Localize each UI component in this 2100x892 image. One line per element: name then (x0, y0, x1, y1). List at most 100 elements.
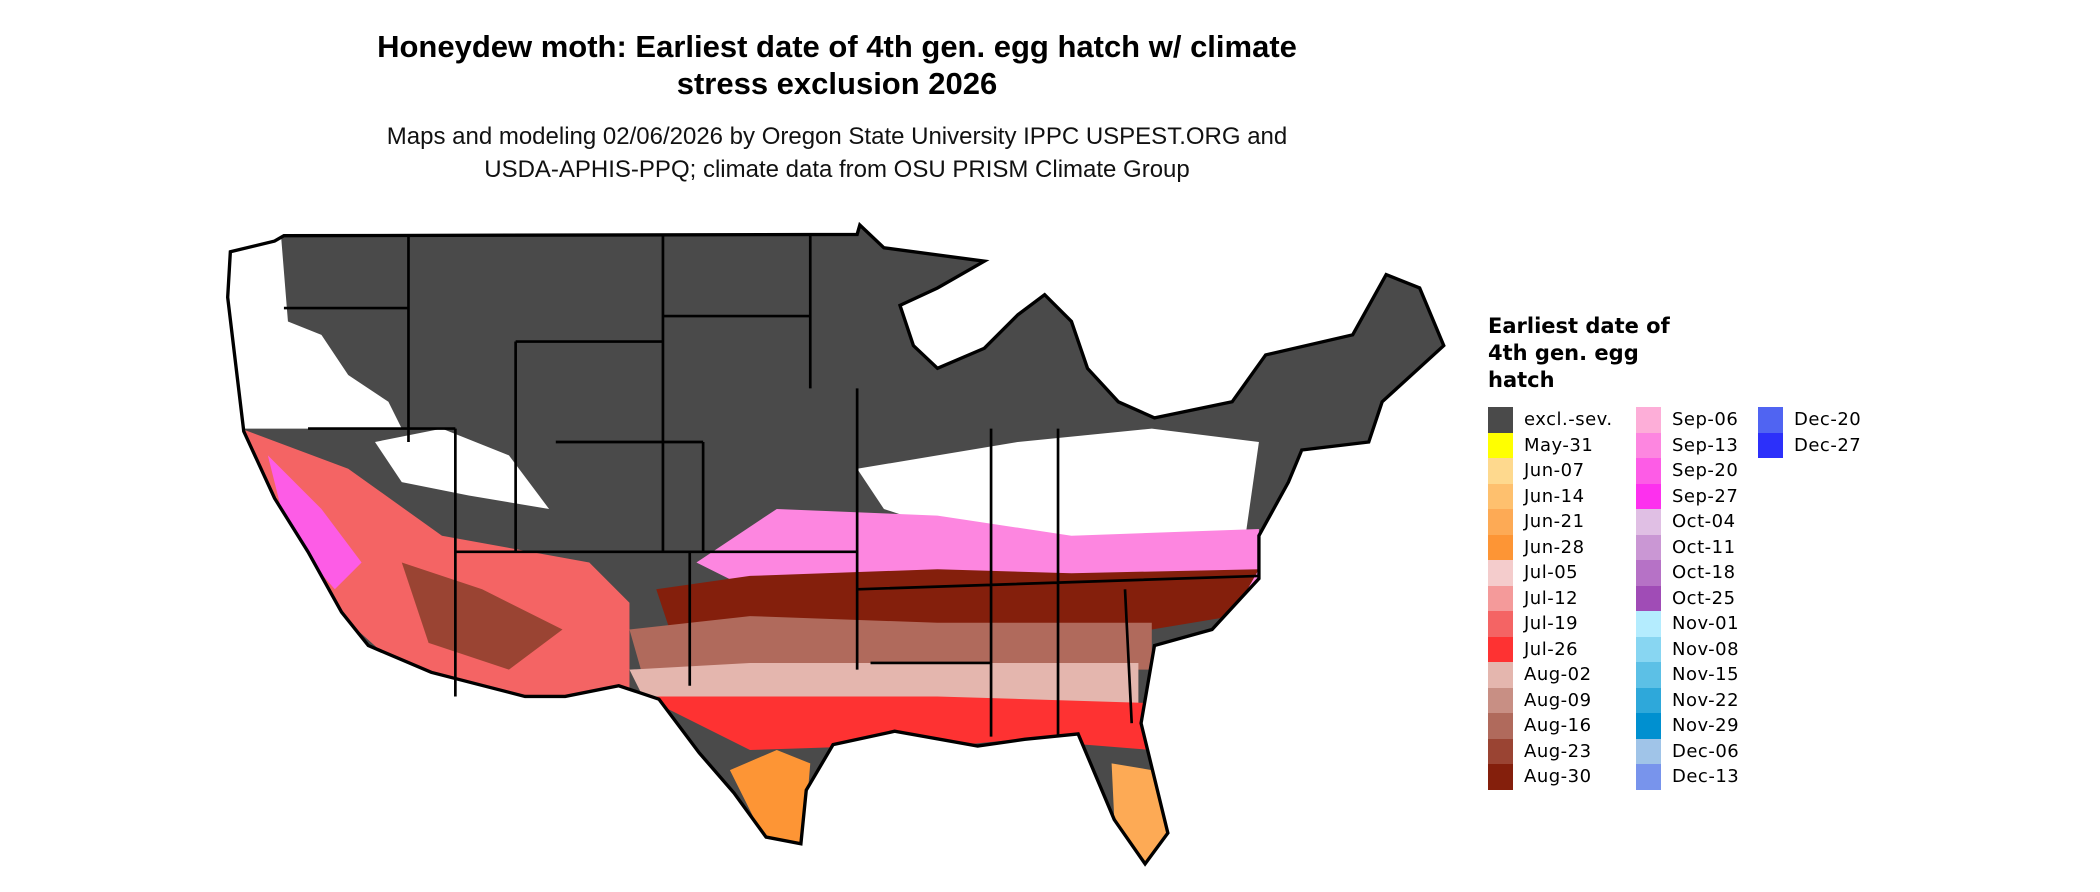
legend-swatch (1636, 585, 1661, 611)
legend-swatch (1636, 636, 1661, 662)
legend-swatch (1636, 483, 1661, 509)
legend-swatch (1636, 662, 1661, 688)
legend-swatch (1636, 509, 1661, 535)
legend-label: Aug-02 (1524, 664, 1592, 686)
legend-item: Sep-06 (1636, 407, 1738, 433)
legend-swatch (1636, 713, 1661, 739)
legend-label: Sep-13 (1672, 434, 1739, 456)
legend-item: Sep-20 (1636, 458, 1738, 484)
legend-label: Jul-05 (1524, 562, 1579, 584)
legend-swatch (1488, 764, 1513, 790)
legend-label: Nov-08 (1672, 638, 1740, 660)
legend: Earliest date of 4th gen. egg hatch excl… (1488, 313, 1861, 790)
legend-item: Aug-16 (1488, 713, 1592, 739)
legend-title: Earliest date of 4th gen. egg hatch (1488, 314, 1670, 392)
legend-item: Aug-09 (1488, 687, 1592, 713)
legend-swatch (1758, 407, 1783, 433)
legend-label: Oct-11 (1672, 536, 1736, 558)
legend-swatch (1636, 534, 1661, 560)
legend-swatch (1636, 560, 1661, 586)
legend-swatch (1636, 407, 1661, 433)
legend-item: Nov-15 (1636, 662, 1739, 688)
legend-swatch (1636, 687, 1661, 713)
legend-label: excl.-sev. (1524, 409, 1613, 431)
legend-item: Nov-29 (1636, 713, 1739, 739)
legend-swatch (1488, 687, 1513, 713)
legend-swatch (1488, 483, 1513, 509)
legend-item: Oct-25 (1636, 585, 1736, 611)
legend-label: May-31 (1524, 434, 1594, 456)
title-line-1: Honeydew moth: Earliest date of 4th gen.… (377, 29, 1297, 64)
legend-swatch (1488, 458, 1513, 484)
legend-label: Sep-27 (1672, 485, 1739, 507)
legend-label: Dec-20 (1794, 409, 1862, 431)
legend-item: Jul-19 (1488, 611, 1578, 637)
legend-swatch (1636, 611, 1661, 637)
legend-label: Nov-29 (1672, 715, 1740, 737)
legend-item: Jun-21 (1488, 509, 1585, 535)
legend-label: Aug-23 (1524, 740, 1592, 762)
legend-item: Dec-13 (1636, 764, 1739, 790)
legend-swatch (1488, 636, 1513, 662)
legend-swatch (1636, 458, 1661, 484)
legend-item: Sep-27 (1636, 483, 1739, 509)
legend-label: Dec-06 (1672, 740, 1740, 762)
legend-item: Oct-11 (1636, 534, 1736, 560)
legend-swatch (1488, 509, 1513, 535)
legend-swatch (1488, 534, 1513, 560)
map-subtitle: Maps and modeling 02/06/2026 by Oregon S… (0, 120, 1674, 186)
legend-label: Jun-21 (1524, 511, 1585, 533)
legend-label: Sep-20 (1672, 460, 1739, 482)
legend-item: Jul-12 (1488, 585, 1579, 611)
legend-label: Aug-16 (1524, 715, 1592, 737)
legend-label: Oct-18 (1672, 562, 1736, 584)
legend-swatch (1488, 432, 1513, 458)
legend-swatch (1636, 738, 1661, 764)
legend-label: Aug-09 (1524, 689, 1592, 711)
legend-item: Jun-14 (1488, 483, 1585, 509)
legend-swatch (1636, 764, 1661, 790)
legend-swatch (1636, 432, 1661, 458)
legend-item: Dec-20 (1758, 407, 1861, 433)
legend-label: Jul-12 (1524, 587, 1579, 609)
subtitle-line-2: USDA-APHIS-PPQ; climate data from OSU PR… (484, 156, 1190, 183)
legend-item: excl.-sev. (1488, 407, 1613, 433)
legend-label: Jun-07 (1524, 460, 1585, 482)
legend-swatch (1488, 407, 1513, 433)
legend-label: Sep-06 (1672, 409, 1739, 431)
legend-label: Dec-13 (1672, 766, 1740, 788)
legend-item: Dec-06 (1636, 738, 1740, 764)
legend-swatch (1488, 560, 1513, 586)
legend-swatch (1488, 738, 1513, 764)
legend-item: Oct-04 (1636, 509, 1736, 535)
legend-label: Aug-30 (1524, 766, 1592, 788)
legend-swatch (1488, 713, 1513, 739)
legend-label: Nov-15 (1672, 664, 1740, 686)
legend-label: Jun-14 (1524, 485, 1585, 507)
legend-swatch (1488, 611, 1513, 637)
legend-label: Oct-04 (1672, 511, 1736, 533)
hatch-date-raster (227, 225, 1444, 864)
legend-label: Nov-22 (1672, 689, 1740, 711)
legend-label: Jun-28 (1524, 536, 1585, 558)
legend-item: Dec-27 (1758, 432, 1862, 458)
subtitle-line-1: Maps and modeling 02/06/2026 by Oregon S… (386, 123, 1288, 150)
title-line-2: stress exclusion 2026 (676, 66, 998, 101)
legend-label: Nov-01 (1672, 613, 1740, 635)
map-title: Honeydew moth: Earliest date of 4th gen.… (0, 28, 1674, 102)
legend-item: Nov-08 (1636, 636, 1740, 662)
legend-item: Jun-07 (1488, 458, 1585, 484)
legend-item: Sep-13 (1636, 432, 1739, 458)
legend-item: Jun-28 (1488, 534, 1585, 560)
legend-item: Aug-23 (1488, 738, 1592, 764)
legend-label: Jul-26 (1524, 638, 1579, 660)
legend-item: Jul-05 (1488, 560, 1578, 586)
legend-item: Oct-18 (1636, 560, 1736, 586)
legend-item: Jul-26 (1488, 636, 1579, 662)
legend-label: Oct-25 (1672, 587, 1736, 609)
legend-item: May-31 (1488, 432, 1594, 458)
legend-item: Aug-30 (1488, 764, 1592, 790)
legend-label: Dec-27 (1794, 434, 1862, 456)
